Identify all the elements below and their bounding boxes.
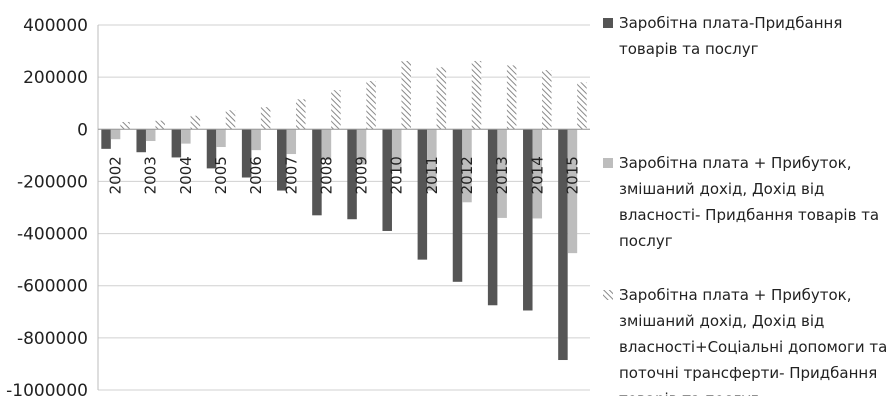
x-tick-label: 2011 — [423, 156, 441, 194]
bar-series-1 — [487, 129, 498, 306]
y-tick-label: -200000 — [17, 172, 88, 192]
y-tick-label: 400000 — [23, 16, 88, 36]
bar-series-3 — [401, 60, 411, 130]
bar-series-3 — [120, 121, 130, 130]
bar-series-1 — [417, 129, 428, 260]
bar-series-2 — [391, 129, 402, 171]
x-tick-label: 2005 — [212, 156, 230, 194]
bar-series-3 — [155, 120, 165, 130]
bar-series-2 — [321, 129, 332, 161]
bar-series-1 — [312, 129, 322, 216]
legend-swatch-series-3 — [603, 290, 613, 300]
bar-series-2 — [110, 129, 121, 140]
bar-series-2 — [567, 129, 578, 254]
x-tick-label: 2015 — [563, 156, 581, 194]
legend-label-series-2: Заробітна плата + Прибуток, змішаний дох… — [619, 154, 880, 250]
bar-series-2 — [251, 129, 261, 151]
y-tick-label: -600000 — [17, 277, 88, 297]
legend-item-series-1: Заробітна плата-Придбання товарів та пос… — [603, 10, 893, 62]
legend-item-series-3: Заробітна плата + Прибуток, змішаний дох… — [603, 282, 893, 396]
bar-series-1 — [241, 129, 252, 178]
legend-item-series-2: Заробітна плата + Прибуток, змішаний дох… — [603, 150, 893, 254]
bar-series-3 — [577, 82, 587, 130]
bar-series-3 — [260, 107, 271, 130]
y-tick-label: -400000 — [17, 225, 88, 245]
bar-series-3 — [436, 67, 447, 130]
bar-series-1 — [347, 129, 357, 220]
bar-series-3 — [225, 110, 236, 130]
bar-series-3 — [471, 60, 482, 130]
bar-series-3 — [331, 90, 341, 130]
x-tick-label: 2012 — [458, 156, 476, 194]
legend-label-series-3: Заробітна плата + Прибуток, змішаний дох… — [619, 286, 888, 396]
x-tick-label: 2004 — [177, 156, 195, 194]
x-tick-label: 2006 — [247, 156, 265, 194]
bar-series-2 — [356, 129, 367, 165]
x-tick-label: 2007 — [282, 156, 300, 194]
x-tick-label: 2013 — [493, 156, 511, 194]
x-tick-label: 2010 — [388, 156, 406, 194]
y-tick-label: 0 — [77, 120, 88, 140]
legend-swatch-series-1 — [603, 18, 613, 28]
bar-series-2 — [216, 129, 226, 148]
y-tick-label: -800000 — [17, 329, 88, 349]
bar-series-3 — [506, 65, 517, 130]
bar-series-2 — [497, 129, 507, 218]
bar-series-2 — [427, 129, 437, 191]
bar-series-2 — [532, 129, 543, 219]
bar-series-1 — [277, 129, 287, 191]
x-tick-label: 2003 — [142, 156, 160, 194]
legend-swatch-series-2 — [603, 158, 613, 168]
bar-series-1 — [171, 129, 182, 158]
bar-series-2 — [286, 129, 297, 155]
bar-series-1 — [523, 129, 533, 311]
bar-series-3 — [542, 70, 552, 130]
bar-series-1 — [452, 129, 463, 282]
x-tick-label: 2009 — [353, 156, 371, 194]
bar-series-3 — [296, 99, 306, 130]
bar-series-1 — [558, 129, 568, 361]
x-tick-label: 2014 — [528, 156, 546, 194]
y-tick-label: -1000000 — [6, 381, 88, 396]
bar-series-3 — [366, 81, 376, 130]
bar-series-1 — [136, 129, 146, 153]
bar-series-1 — [382, 129, 392, 231]
legend-label-series-1: Заробітна плата-Придбання товарів та пос… — [619, 14, 843, 58]
x-tick-label: 2002 — [107, 156, 125, 194]
bar-series-1 — [206, 129, 217, 169]
bar-series-2 — [462, 129, 472, 203]
chart-plot: 400000 200000 0 -200000 -400000 -600000 -80000… — [6, 16, 590, 396]
x-tick-label: 2008 — [317, 156, 335, 194]
bar-series-2 — [145, 129, 156, 142]
bar-series-2 — [181, 129, 191, 144]
bar-series-3 — [190, 115, 201, 130]
bar-series-1 — [101, 129, 111, 149]
y-tick-label: 200000 — [23, 68, 88, 88]
